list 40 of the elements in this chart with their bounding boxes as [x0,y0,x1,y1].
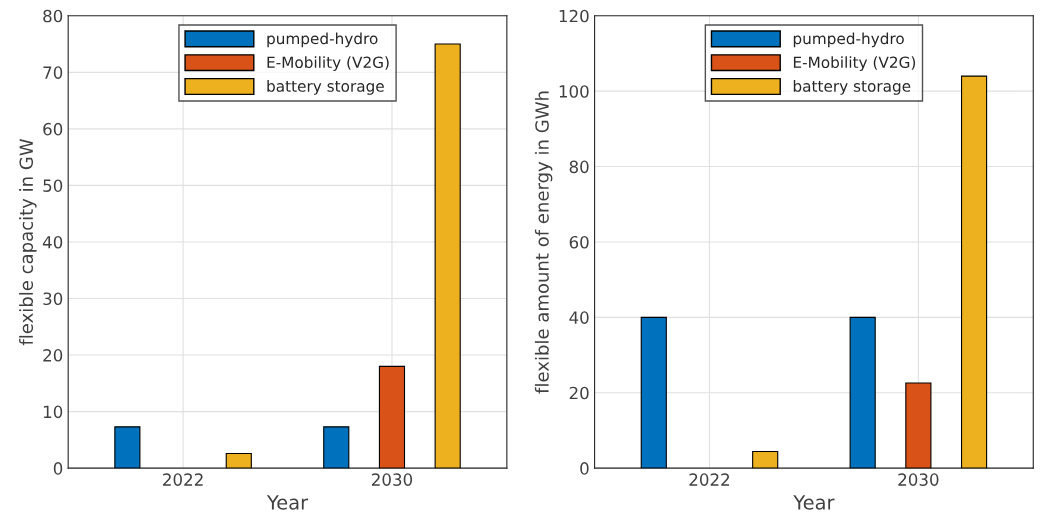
y-tick-label: 20 [43,349,63,362]
bar [849,316,876,469]
x-tick-label: 2022 [163,473,203,486]
x-axis-title: Year [266,495,309,510]
bar [960,75,988,469]
y-tick-label: 30 [43,292,63,306]
y-tick-label: 120 [559,9,589,23]
bar [378,365,406,469]
y-axis-title: flexible amount of energy in GWh [534,91,553,394]
bar [114,426,141,469]
y-tick-label: 80 [569,160,589,174]
legend-label: pumped-hydro [793,32,904,48]
bar [434,43,461,469]
x-tick-label: 2030 [371,473,413,486]
legend-label: pumped-hydro [267,32,378,48]
y-tick-label: 70 [43,66,63,79]
x-tick-label: 2022 [689,473,730,486]
y-tick-label: 50 [43,179,63,192]
legend-label: battery storage [267,80,384,95]
x-axis-title: Year [793,495,835,510]
x-tick-label: 2030 [898,473,939,486]
y-tick-label: 100 [559,85,589,98]
bar [752,450,779,469]
y-tick-label: 0 [53,462,63,475]
y-tick-label: 20 [569,386,589,400]
legend-label: battery storage [793,80,911,95]
bar [225,452,252,469]
y-tick-label: 80 [43,9,63,23]
y-tick-label: 60 [569,235,589,249]
legend-label: E-Mobility (V2G) [267,56,389,72]
y-tick-label: 60 [43,122,63,136]
bar [323,426,350,469]
y-tick-label: 10 [43,405,63,419]
y-axis-title: flexible capacity in GW [19,138,37,346]
legend-label: E-Mobility (V2G) [793,56,916,72]
bar [640,316,667,469]
y-tick-label: 0 [580,462,589,475]
y-tick-label: 40 [569,311,589,324]
bar [905,382,932,469]
y-tick-label: 40 [42,235,63,249]
